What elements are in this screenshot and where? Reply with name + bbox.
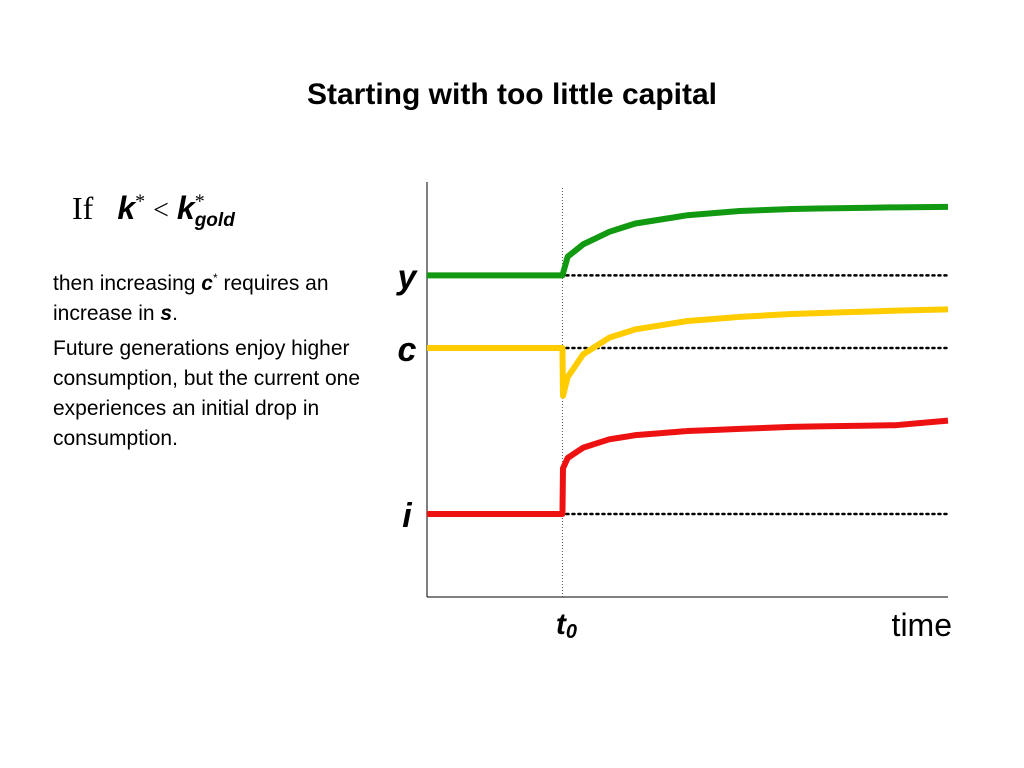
less-than-symbol: < xyxy=(153,195,169,226)
x-axis-label: time xyxy=(892,607,952,643)
series-line-i xyxy=(427,417,949,517)
explanation-paragraph-2: Future generations enjoy higher consumpt… xyxy=(53,337,361,450)
t0-label: t0 xyxy=(556,608,577,643)
if-word: If xyxy=(72,190,94,226)
condition-formula: If k* < k*gold xyxy=(72,190,235,232)
series-label-y: y xyxy=(396,258,419,296)
k-star-symbol: k* xyxy=(117,190,146,226)
explanation-paragraph-1: then increasing c* requires an increase … xyxy=(53,271,329,325)
chart-labels: yc i t0 time xyxy=(396,258,952,643)
series-label-c: c xyxy=(398,331,417,369)
series-line-c xyxy=(427,306,949,399)
chart-axes xyxy=(426,182,948,598)
chart-series xyxy=(427,203,950,517)
series-label-i: i xyxy=(402,497,413,535)
k-gold-symbol: k*gold xyxy=(176,190,235,232)
slide-title: Starting with too little capital xyxy=(306,78,717,111)
series-line-y xyxy=(427,203,949,279)
